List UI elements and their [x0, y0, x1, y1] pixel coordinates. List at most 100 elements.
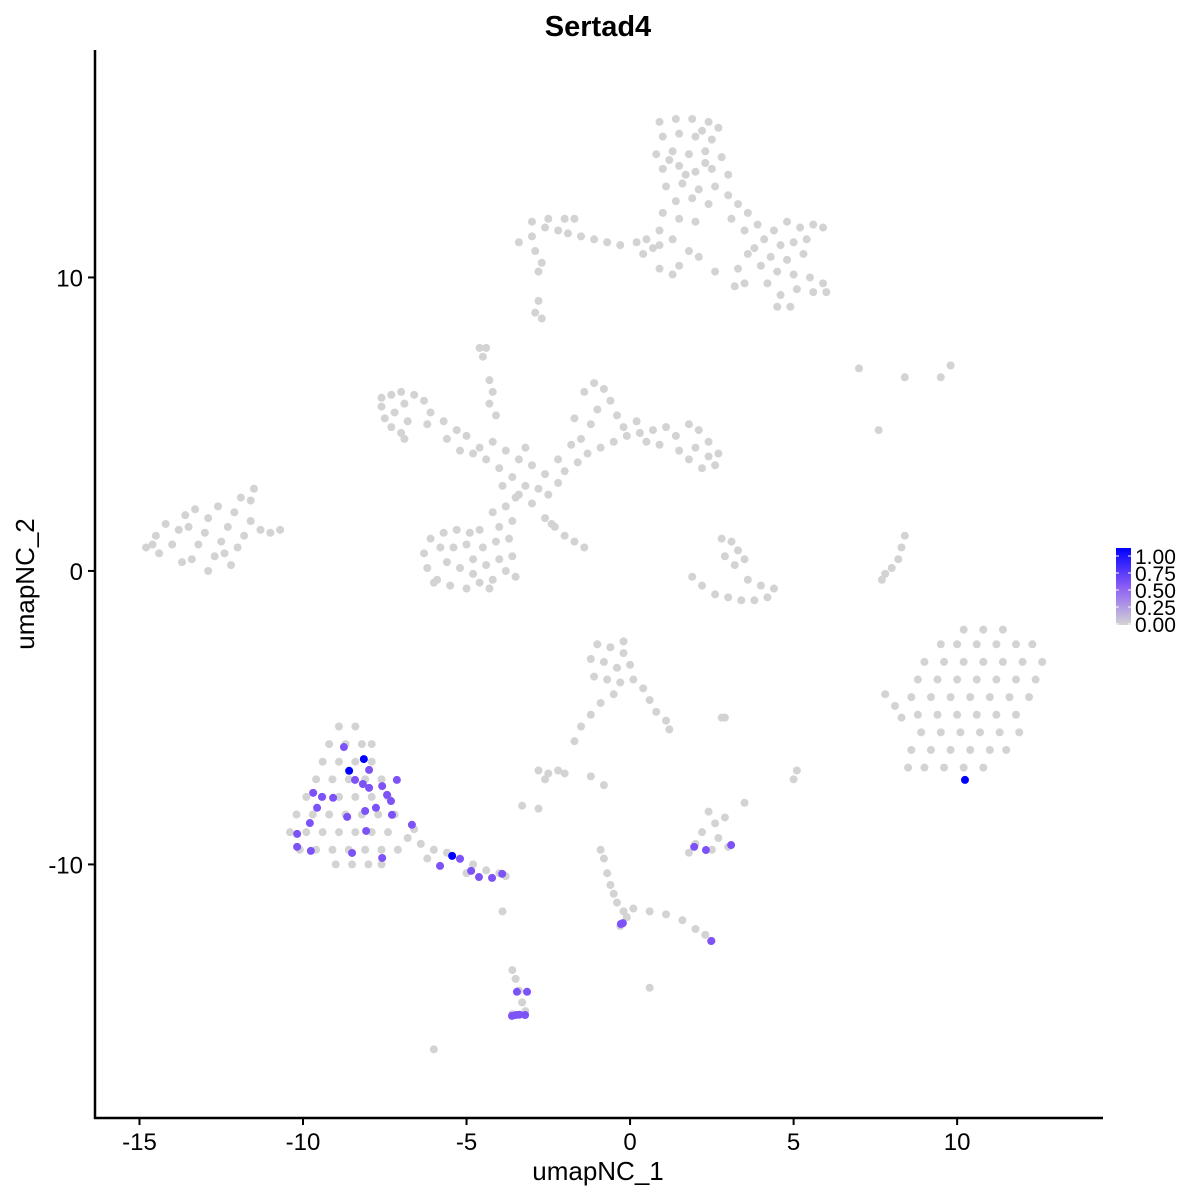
cell-point [714, 834, 723, 843]
cell-point [639, 249, 648, 258]
expressing-cell-point [474, 873, 483, 882]
cell-point [302, 828, 311, 837]
cell-point [580, 387, 589, 396]
cell-point [776, 241, 785, 250]
cell-point [249, 484, 258, 493]
cell-point [992, 710, 1001, 719]
cell-point [998, 625, 1007, 634]
expressing-cell-point [467, 866, 476, 875]
cell-point [711, 590, 720, 599]
cell-point [508, 473, 517, 482]
cell-point [998, 657, 1007, 666]
cell-point [599, 384, 608, 393]
cell-point [482, 561, 491, 570]
cell-point [596, 443, 605, 452]
cell-point [534, 296, 543, 305]
cell-point [940, 763, 949, 772]
cell-point [743, 575, 752, 584]
cell-point [410, 390, 419, 399]
cell-point [351, 757, 360, 766]
cell-point [377, 393, 386, 402]
cell-point [312, 775, 321, 784]
cell-point [204, 566, 213, 575]
cell-point [151, 531, 160, 540]
expressing-cell-point [521, 1010, 530, 1019]
cell-point [897, 543, 906, 552]
cell-point [769, 584, 778, 593]
cell-point [926, 745, 935, 754]
cell-point [985, 745, 994, 754]
cell-point [734, 264, 743, 273]
cell-point [616, 678, 625, 687]
expressing-cell-point [371, 803, 380, 812]
cell-point [887, 564, 896, 573]
cell-point [694, 252, 703, 261]
cell-point [498, 907, 507, 916]
cell-point [367, 757, 376, 766]
cell-point [717, 153, 726, 162]
cell-point [590, 235, 599, 244]
cell-point [328, 775, 337, 784]
cell-point [619, 907, 628, 916]
cell-point [743, 208, 752, 217]
cell-point [266, 528, 275, 537]
cell-point [174, 525, 183, 534]
legend-label: 0.75 [1135, 563, 1176, 586]
cell-point [213, 502, 222, 511]
cell-point [655, 117, 664, 126]
cell-point [518, 998, 527, 1007]
cell-point [1002, 745, 1011, 754]
cell-point [701, 158, 710, 167]
cell-point [534, 766, 543, 775]
cell-point [789, 775, 798, 784]
expressing-cell-point [339, 743, 348, 752]
cell-point [491, 537, 500, 546]
cell-point [655, 241, 664, 250]
cell-point [985, 693, 994, 702]
cell-point [469, 860, 478, 869]
expressing-cell-point [309, 788, 318, 797]
cell-point [698, 828, 707, 837]
cell-point [691, 443, 700, 452]
cell-point [707, 164, 716, 173]
cell-point [508, 552, 517, 561]
cell-point [475, 525, 484, 534]
cell-point [531, 308, 540, 317]
cell-point [645, 696, 654, 705]
cell-point [760, 235, 769, 244]
expressing-cell-point [362, 826, 371, 835]
chart-title: Sertad4 [545, 11, 651, 43]
cell-point [400, 434, 409, 443]
cell-point [688, 114, 697, 123]
cell-point [819, 279, 828, 288]
cell-point [344, 775, 353, 784]
cell-point [491, 411, 500, 420]
cell-point [537, 258, 546, 267]
cell-point [763, 593, 772, 602]
cell-point [946, 745, 955, 754]
cell-point [246, 496, 255, 505]
cell-point [714, 123, 723, 132]
cell-point [724, 170, 733, 179]
cell-point [527, 461, 536, 470]
cell-point [655, 264, 664, 273]
cell-point [501, 502, 510, 511]
cell-point [420, 396, 429, 405]
cell-point [953, 675, 962, 684]
cell-point [599, 657, 608, 666]
cell-point [671, 197, 680, 206]
cell-point [348, 860, 357, 869]
x-tick-label: -5 [456, 1129, 477, 1156]
cell-point [720, 813, 729, 822]
cell-point [639, 684, 648, 693]
x-ticks: -15 -10 -5 0 5 10 [122, 1118, 970, 1156]
expressing-cell-point [407, 820, 416, 829]
cell-point [390, 408, 399, 417]
cell-point [750, 244, 759, 253]
cell-point [658, 208, 667, 217]
cell-point [979, 625, 988, 634]
cell-point [452, 525, 461, 534]
x-axis-label: umapNC_1 [532, 1156, 664, 1186]
cell-point [511, 974, 520, 983]
cell-point [763, 279, 772, 288]
